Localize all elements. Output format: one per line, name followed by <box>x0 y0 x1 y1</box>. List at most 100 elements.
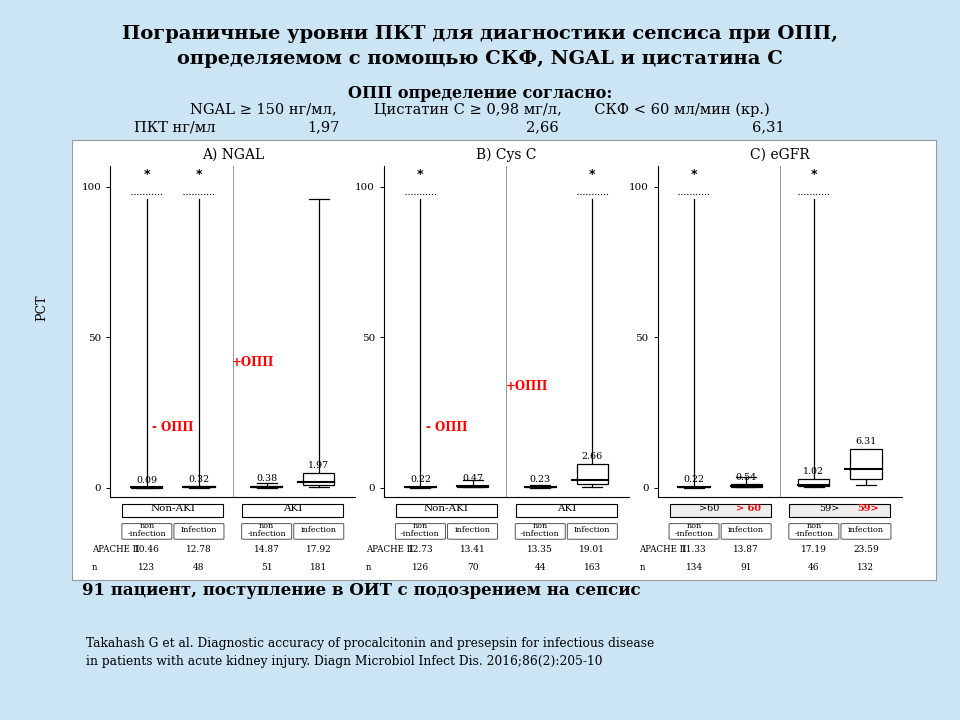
Text: n: n <box>92 563 98 572</box>
Text: non
-infection: non -infection <box>675 522 713 538</box>
Bar <box>851 449 881 479</box>
FancyBboxPatch shape <box>721 523 771 539</box>
FancyBboxPatch shape <box>567 523 617 539</box>
Text: ОПП определение согласно:: ОПП определение согласно: <box>348 85 612 102</box>
Text: non
-infection: non -infection <box>248 522 286 538</box>
Text: 1,97: 1,97 <box>307 120 340 134</box>
Text: Non-AKI: Non-AKI <box>424 504 469 513</box>
Bar <box>457 485 489 487</box>
Text: 0.22: 0.22 <box>410 475 431 485</box>
Text: Infection: Infection <box>180 526 217 534</box>
Text: 59>: 59> <box>857 504 879 513</box>
Text: non
-infection: non -infection <box>401 522 440 538</box>
Text: APACHE II: APACHE II <box>366 545 413 554</box>
Text: in patients with acute kidney injury. Diagn Microbiol Infect Dis. 2016;86(2):205: in patients with acute kidney injury. Di… <box>86 655 603 668</box>
Text: 12.73: 12.73 <box>408 545 433 554</box>
Text: infection: infection <box>728 526 764 534</box>
Text: 126: 126 <box>412 563 429 572</box>
Text: 70: 70 <box>467 563 478 572</box>
Title: B) Cys C: B) Cys C <box>476 148 537 162</box>
FancyBboxPatch shape <box>516 503 617 518</box>
Text: *: * <box>196 168 203 181</box>
FancyBboxPatch shape <box>447 523 497 539</box>
Text: n: n <box>639 563 645 572</box>
Text: 91: 91 <box>740 563 752 572</box>
Text: 163: 163 <box>584 563 601 572</box>
Text: +ОПП: +ОПП <box>506 380 548 393</box>
Text: 13.35: 13.35 <box>527 545 553 554</box>
Text: 51: 51 <box>261 563 273 572</box>
Text: 134: 134 <box>685 563 703 572</box>
Text: *: * <box>691 168 697 181</box>
Text: 132: 132 <box>857 563 875 572</box>
Text: infection: infection <box>848 526 884 534</box>
FancyBboxPatch shape <box>669 503 771 518</box>
Text: 13.87: 13.87 <box>733 545 759 554</box>
Text: Infection: Infection <box>574 526 611 534</box>
Text: 0.38: 0.38 <box>256 474 277 483</box>
Text: Takahash G et al. Diagnostic accuracy of procalcitonin and presepsin for infecti: Takahash G et al. Diagnostic accuracy of… <box>86 637 655 650</box>
FancyBboxPatch shape <box>122 523 172 539</box>
Text: 91 пациент, поступление в ОИТ с подозрением на сепсис: 91 пациент, поступление в ОИТ с подозрен… <box>82 582 640 599</box>
FancyBboxPatch shape <box>294 523 344 539</box>
Bar <box>303 473 334 485</box>
Bar <box>798 479 829 486</box>
Text: APACHE II: APACHE II <box>639 545 686 554</box>
Text: n: n <box>366 563 372 572</box>
Text: 14.87: 14.87 <box>253 545 279 554</box>
Text: AKI: AKI <box>557 504 576 513</box>
Text: 23.59: 23.59 <box>853 545 878 554</box>
Text: 0.32: 0.32 <box>188 474 209 484</box>
Title: C) eGFR: C) eGFR <box>750 148 810 162</box>
Text: 6.31: 6.31 <box>855 437 876 446</box>
Text: non
-infection: non -infection <box>795 522 833 538</box>
Text: 0.23: 0.23 <box>530 475 551 484</box>
Text: PCT: PCT <box>36 294 48 320</box>
Text: 1.97: 1.97 <box>308 462 329 470</box>
FancyBboxPatch shape <box>669 523 719 539</box>
FancyBboxPatch shape <box>841 523 891 539</box>
Text: +ОПП: +ОПП <box>232 356 275 369</box>
Text: 1.02: 1.02 <box>804 467 825 477</box>
FancyBboxPatch shape <box>516 523 565 539</box>
FancyBboxPatch shape <box>396 503 497 518</box>
Text: 2,66: 2,66 <box>526 120 559 134</box>
Text: >60: >60 <box>700 504 720 513</box>
Text: 6,31: 6,31 <box>752 120 784 134</box>
Title: A) NGAL: A) NGAL <box>202 148 264 162</box>
Text: 11.33: 11.33 <box>682 545 707 554</box>
Text: non
-infection: non -infection <box>128 522 166 538</box>
Text: > 60: > 60 <box>736 504 761 513</box>
Text: infection: infection <box>454 526 491 534</box>
Text: 123: 123 <box>138 563 156 572</box>
Text: 17.92: 17.92 <box>306 545 331 554</box>
FancyBboxPatch shape <box>242 503 344 518</box>
Text: 19.01: 19.01 <box>580 545 605 554</box>
Text: 46: 46 <box>808 563 820 572</box>
FancyBboxPatch shape <box>242 523 292 539</box>
Text: 10.46: 10.46 <box>134 545 159 554</box>
Text: 2.66: 2.66 <box>582 452 603 462</box>
Text: 44: 44 <box>535 563 546 572</box>
Text: 13.41: 13.41 <box>460 545 486 554</box>
Bar <box>251 486 282 487</box>
Text: NGAL ≥ 150 нг/мл,        Цистатин С ≥ 0,98 мг/л,       СКФ < 60 мл/мин (кр.): NGAL ≥ 150 нг/мл, Цистатин С ≥ 0,98 мг/л… <box>190 103 770 117</box>
Text: 48: 48 <box>193 563 204 572</box>
FancyBboxPatch shape <box>396 523 445 539</box>
FancyBboxPatch shape <box>174 523 224 539</box>
Text: Пограничные уровни ПКТ для диагностики сепсиса при ОПП,: Пограничные уровни ПКТ для диагностики с… <box>122 25 838 43</box>
Text: AKI: AKI <box>283 504 302 513</box>
Text: 59>: 59> <box>819 504 840 513</box>
Text: 0.47: 0.47 <box>462 474 483 483</box>
Text: 181: 181 <box>310 563 327 572</box>
Text: 0.22: 0.22 <box>684 475 705 485</box>
Text: 17.19: 17.19 <box>801 545 827 554</box>
Text: 12.78: 12.78 <box>186 545 212 554</box>
Text: non
-infection: non -infection <box>521 522 560 538</box>
FancyBboxPatch shape <box>789 523 839 539</box>
Text: *: * <box>144 168 150 181</box>
Text: infection: infection <box>300 526 337 534</box>
Text: *: * <box>810 168 817 181</box>
FancyBboxPatch shape <box>122 503 224 518</box>
Text: - ОПП: - ОПП <box>152 420 194 433</box>
